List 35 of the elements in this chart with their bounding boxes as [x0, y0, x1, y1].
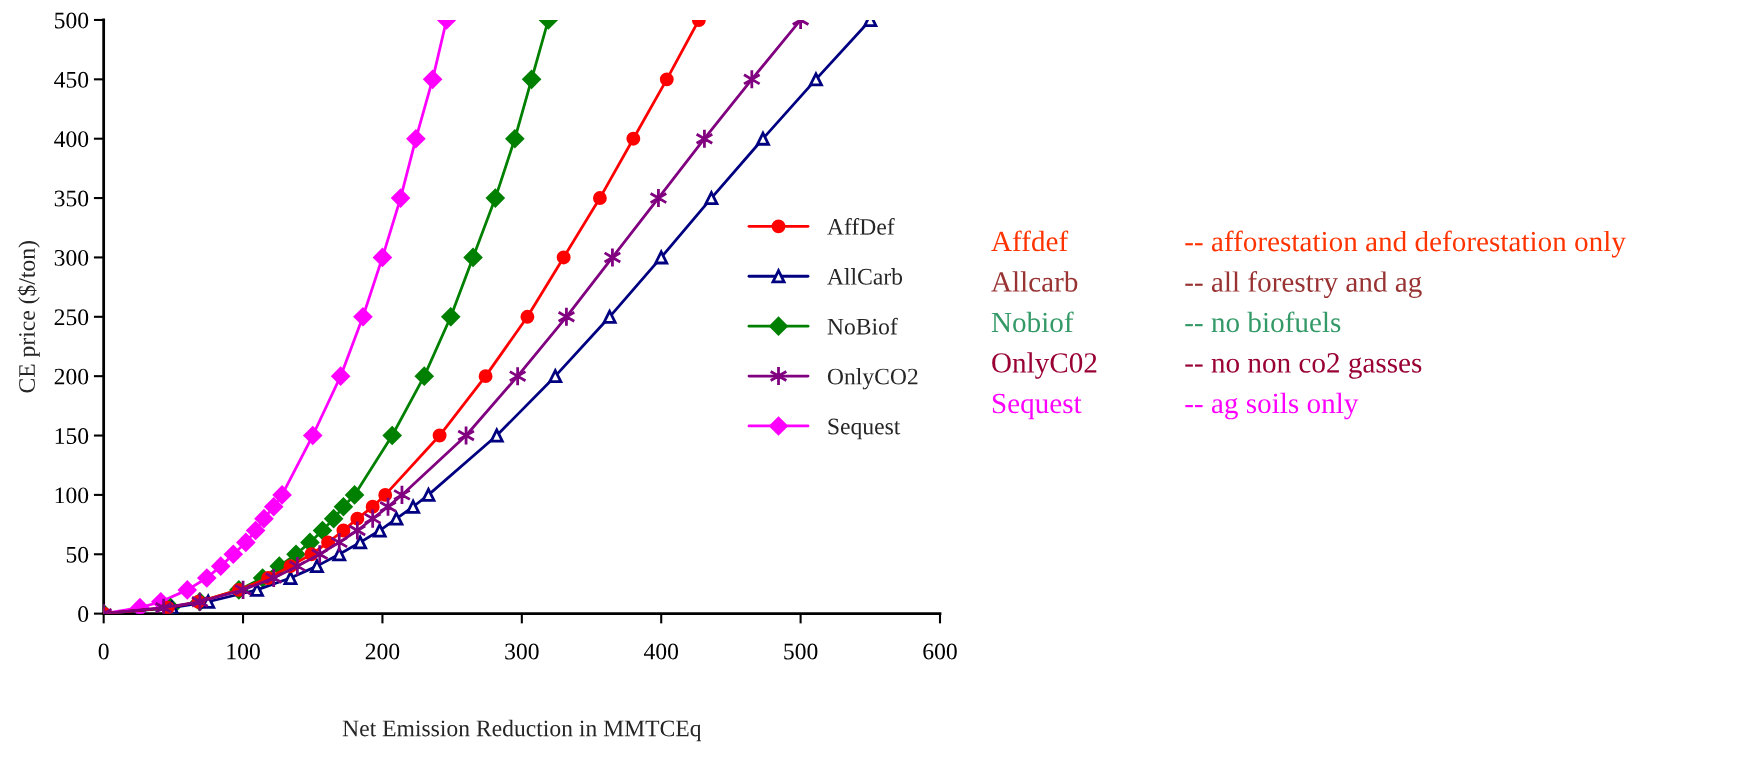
text: -- afforestation and deforestation only	[1185, 230, 1626, 258]
legend-label: AffDef	[827, 217, 895, 235]
text: Allcarb	[991, 271, 1078, 292]
y-tick-label: 400	[54, 131, 89, 148]
y-tick-label: 100	[55, 487, 89, 504]
x-tick-label: 100	[227, 643, 260, 660]
y-tick-label: 300	[54, 249, 89, 266]
x-tick-label: 600	[923, 643, 957, 660]
y-tick-label: 0	[78, 606, 89, 623]
legend-label: OnlyCO2	[827, 367, 918, 390]
text: Sequest	[992, 393, 1082, 420]
y-tick-label: 500	[55, 12, 89, 29]
legend-label: Sequest	[828, 418, 901, 440]
legend-label: NoBiof	[827, 317, 898, 335]
y-tick-label: 450	[54, 71, 89, 88]
text: -- ag soils only	[1185, 392, 1359, 420]
text: -- no biofuels	[1185, 311, 1341, 333]
y-tick-label: 200	[54, 368, 89, 385]
x-tick-label: 200	[365, 643, 400, 660]
x-tick-label: 500	[784, 643, 818, 660]
x-tick-label: 400	[643, 643, 679, 660]
y-axis-title: CE price ($/ton)	[17, 241, 40, 393]
legend-label: AllCarb	[827, 268, 903, 285]
x-tick-label: 0	[98, 643, 109, 660]
y-tick-label: 250	[54, 309, 89, 326]
y-tick-label: 150	[55, 428, 89, 444]
y-tick-label: 350	[54, 190, 89, 207]
text: Affdef	[991, 230, 1069, 252]
x-axis-title: Net Emission Reduction in MMTCEq	[342, 719, 702, 742]
text: -- all forestry and ag	[1185, 271, 1422, 298]
y-tick-label: 50	[66, 546, 89, 563]
x-tick-label: 300	[505, 643, 539, 660]
text: Nobiof	[991, 311, 1074, 333]
text: OnlyC02	[992, 352, 1097, 379]
text: -- no non co2 gasses	[1185, 353, 1422, 379]
